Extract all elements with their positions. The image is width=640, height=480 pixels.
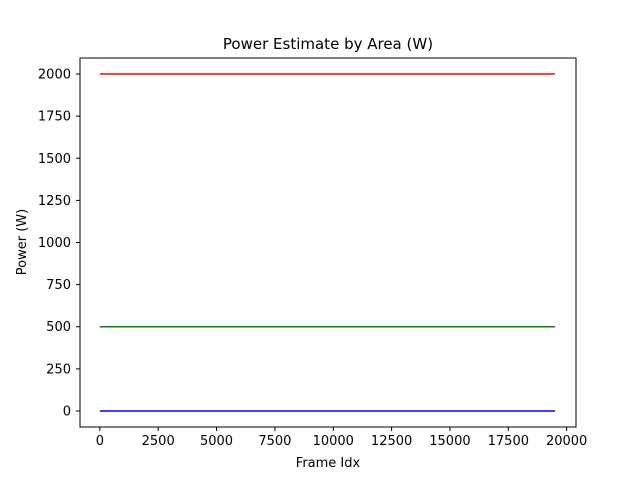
y-tick-label: 750 — [46, 278, 71, 293]
x-tick-label: 0 — [96, 434, 104, 449]
y-tick-label: 1500 — [38, 152, 71, 167]
y-tick-label: 1750 — [38, 110, 71, 125]
x-tick-label: 20000 — [546, 434, 587, 449]
y-axis-label: Power (W) — [15, 209, 30, 275]
y-tick-label: 500 — [46, 320, 71, 335]
y-tick-label: 250 — [46, 362, 71, 377]
x-axis-ticks: 0 2500 5000 7500 10000 12500 15000 17500 20000 — [96, 427, 587, 449]
x-tick-label: 12500 — [371, 434, 412, 449]
x-axis-label: Frame Idx — [296, 456, 361, 471]
series-layer — [99, 73, 555, 412]
x-tick-label: 5000 — [200, 434, 233, 449]
x-tick-label: 17500 — [488, 434, 529, 449]
x-tick-label: 7500 — [258, 434, 291, 449]
x-tick-label: 2500 — [142, 434, 175, 449]
chart-title: Power Estimate by Area (W) — [223, 35, 433, 53]
x-tick-label: 10000 — [313, 434, 354, 449]
y-tick-label: 2000 — [38, 68, 71, 83]
x-tick-label: 15000 — [429, 434, 470, 449]
y-tick-label: 0 — [63, 404, 71, 419]
y-tick-label: 1000 — [38, 236, 71, 251]
y-axis-ticks: 0 250 500 750 1000 1250 1500 1750 2000 — [38, 68, 80, 419]
plot-area — [79, 57, 577, 428]
y-tick-label: 1250 — [38, 194, 71, 209]
